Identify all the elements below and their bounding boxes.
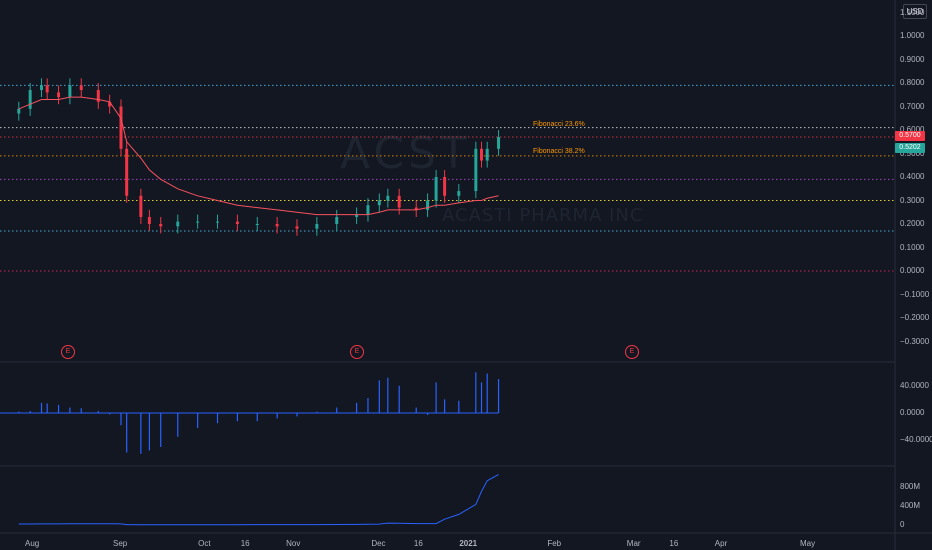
horizontal-levels (0, 84, 895, 272)
volume-line (18, 474, 499, 526)
time-tick-label: 16 (240, 539, 250, 548)
symbol-watermark: ACST (340, 128, 471, 179)
candle-body (68, 85, 72, 98)
candle-body (315, 224, 319, 229)
candle-body (125, 148, 129, 196)
time-tick-label: Apr (714, 539, 728, 548)
time-tick-label: Feb (547, 539, 562, 548)
candle-body (45, 85, 49, 93)
price-tick-label: 0.4000 (900, 172, 925, 181)
candle-body (159, 224, 163, 227)
candle-body (139, 195, 143, 217)
price-tick-label: −0.3000 (900, 336, 930, 346)
candle-body (96, 90, 100, 102)
price-tick-label: −0.2000 (900, 313, 930, 322)
moving-average-line (18, 96, 499, 216)
candle-body (255, 224, 259, 225)
earnings-marker[interactable]: E (350, 345, 364, 359)
candle-body (28, 90, 32, 109)
secondary-price-tag: 0.5202 (895, 143, 925, 153)
candle-body (497, 137, 501, 149)
fibonacci-label: Fibonacci 23.6% (533, 121, 585, 128)
earnings-marker[interactable]: E (625, 345, 639, 359)
time-tick-label: Nov (286, 539, 301, 548)
candle-body (426, 200, 430, 210)
candle-body (119, 106, 123, 149)
candle-body (57, 92, 61, 98)
candle-body (335, 216, 339, 224)
candle-body (147, 216, 151, 224)
price-tick-label: 1.1000 (900, 7, 925, 17)
price-tick-label: 1.0000 (900, 31, 925, 40)
candle-body (40, 85, 44, 91)
candle-body (474, 148, 478, 192)
volume-tick-label: 400M (900, 500, 921, 510)
time-tick-label: 16 (413, 539, 423, 548)
candle-body (108, 101, 112, 107)
candle-body (196, 221, 200, 223)
price-tick-label: 0.1000 (900, 242, 925, 252)
time-tick-label: Aug (25, 539, 40, 548)
candle-body (275, 224, 279, 227)
candle-body (355, 214, 359, 217)
candle-body (457, 191, 461, 196)
candle-body (377, 200, 381, 206)
candle-body (79, 85, 83, 91)
volume-tick-label: 800M (900, 481, 921, 491)
candle-body (17, 108, 21, 114)
candle-body (366, 205, 370, 215)
time-tick-label: May (799, 539, 816, 548)
time-tick-label: 16 (669, 539, 679, 548)
oscillator-pane (0, 372, 500, 454)
candle-body (434, 177, 438, 201)
time-tick-label: Oct (198, 539, 211, 548)
price-tick-label: 0.5000 (900, 148, 925, 158)
volume-tick-label: 0 (900, 520, 905, 529)
price-tick-label: 0.2000 (900, 219, 925, 228)
time-tick-label: Mar (626, 539, 641, 548)
candles (17, 78, 501, 236)
price-tick-label: 0.3000 (900, 195, 925, 205)
candle-body (480, 148, 484, 161)
moving-average (18, 96, 499, 216)
price-tick-label: 0.8000 (900, 78, 925, 87)
candle-body (397, 195, 401, 208)
candle-body (216, 221, 220, 223)
time-tick-label: Sep (113, 539, 128, 548)
candle-body (414, 207, 418, 210)
currency-button[interactable]: USD (903, 4, 927, 19)
candle-body (176, 221, 180, 227)
volume-pane (18, 474, 499, 526)
time-tick-label: Dec (371, 539, 386, 548)
price-tick-label: 0.9000 (900, 54, 925, 64)
oscillator-tick-label: −40.0000 (900, 435, 932, 445)
oscillator-tick-label: 0.0000 (900, 408, 925, 417)
earnings-marker[interactable]: E (61, 345, 75, 359)
candle-body (295, 226, 299, 229)
candle-body (485, 148, 489, 161)
last-price-tag: 0.5700 (895, 131, 925, 141)
fibonacci-label: Fibonacci 38.2% (533, 148, 585, 155)
oscillator-tick-label: 40.0000 (900, 380, 929, 390)
price-tick-label: −0.1000 (900, 289, 930, 299)
time-tick-label: 2021 (459, 539, 478, 548)
price-tick-label: 0.0000 (900, 266, 925, 275)
price-tick-label: 0.6000 (900, 125, 925, 134)
company-watermark: ACASTI PHARMA INC (442, 205, 644, 226)
price-tick-label: 0.7000 (900, 101, 925, 111)
candle-body (235, 221, 239, 224)
candle-body (443, 177, 447, 196)
candle-body (386, 195, 390, 201)
